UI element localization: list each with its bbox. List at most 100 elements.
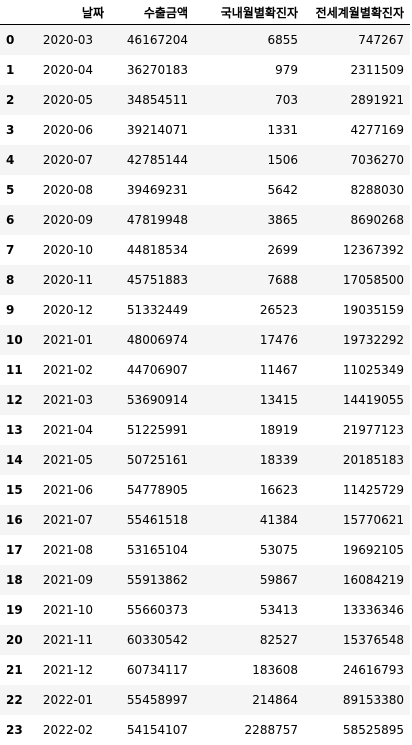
row-index: 22 <box>0 685 26 715</box>
row-index: 8 <box>0 265 26 295</box>
row-index: 2 <box>0 85 26 115</box>
global-cases-column-header: 전세계월별확진자 <box>304 0 410 25</box>
row-index: 3 <box>0 115 26 145</box>
domestic-cases-cell: 703 <box>194 85 304 115</box>
row-index: 23 <box>0 715 26 745</box>
domestic-cases-cell: 16623 <box>194 475 304 505</box>
header-row: 날짜 수출금액 국내월별확진자 전세계월별확진자 <box>0 0 410 25</box>
table-header: 날짜 수출금액 국내월별확진자 전세계월별확진자 <box>0 0 410 25</box>
row-index: 5 <box>0 175 26 205</box>
export-amount-column-header: 수출금액 <box>110 0 194 25</box>
global-cases-cell: 2891921 <box>304 85 410 115</box>
domestic-cases-cell: 2288757 <box>194 715 304 745</box>
export-amount-cell: 55660373 <box>110 595 194 625</box>
date-cell: 2020-06 <box>26 115 110 145</box>
global-cases-cell: 12367392 <box>304 235 410 265</box>
domestic-cases-cell: 6855 <box>194 25 304 56</box>
global-cases-cell: 11425729 <box>304 475 410 505</box>
export-amount-cell: 53690914 <box>110 385 194 415</box>
date-cell: 2020-07 <box>26 145 110 175</box>
domestic-cases-cell: 1506 <box>194 145 304 175</box>
export-amount-cell: 36270183 <box>110 55 194 85</box>
date-cell: 2022-02 <box>26 715 110 745</box>
export-amount-cell: 55458997 <box>110 685 194 715</box>
row-index: 13 <box>0 415 26 445</box>
row-index: 20 <box>0 625 26 655</box>
date-cell: 2021-06 <box>26 475 110 505</box>
global-cases-cell: 58525895 <box>304 715 410 745</box>
domestic-cases-column-header: 국내월별확진자 <box>194 0 304 25</box>
date-cell: 2020-11 <box>26 265 110 295</box>
export-amount-cell: 60734117 <box>110 655 194 685</box>
index-header <box>0 0 26 25</box>
global-cases-cell: 21977123 <box>304 415 410 445</box>
date-cell: 2021-07 <box>26 505 110 535</box>
date-cell: 2021-09 <box>26 565 110 595</box>
domestic-cases-cell: 214864 <box>194 685 304 715</box>
global-cases-cell: 11025349 <box>304 355 410 385</box>
global-cases-cell: 14419055 <box>304 385 410 415</box>
row-index: 4 <box>0 145 26 175</box>
global-cases-cell: 2311509 <box>304 55 410 85</box>
export-amount-cell: 47819948 <box>110 205 194 235</box>
domestic-cases-cell: 183608 <box>194 655 304 685</box>
date-column-header: 날짜 <box>26 0 110 25</box>
export-amount-cell: 39469231 <box>110 175 194 205</box>
global-cases-cell: 747267 <box>304 25 410 56</box>
domestic-cases-cell: 41384 <box>194 505 304 535</box>
date-cell: 2021-11 <box>26 625 110 655</box>
date-cell: 2021-04 <box>26 415 110 445</box>
domestic-cases-cell: 18339 <box>194 445 304 475</box>
domestic-cases-cell: 5642 <box>194 175 304 205</box>
export-amount-cell: 60330542 <box>110 625 194 655</box>
export-amount-cell: 48006974 <box>110 325 194 355</box>
row-index: 11 <box>0 355 26 385</box>
domestic-cases-cell: 82527 <box>194 625 304 655</box>
global-cases-cell: 89153380 <box>304 685 410 715</box>
date-cell: 2020-12 <box>26 295 110 325</box>
date-cell: 2021-10 <box>26 595 110 625</box>
global-cases-cell: 4277169 <box>304 115 410 145</box>
global-cases-cell: 7036270 <box>304 145 410 175</box>
row-index: 12 <box>0 385 26 415</box>
global-cases-cell: 17058500 <box>304 265 410 295</box>
row-index: 9 <box>0 295 26 325</box>
date-cell: 2020-10 <box>26 235 110 265</box>
domestic-cases-cell: 979 <box>194 55 304 85</box>
row-index: 7 <box>0 235 26 265</box>
domestic-cases-cell: 18919 <box>194 415 304 445</box>
export-amount-cell: 46167204 <box>110 25 194 56</box>
export-amount-cell: 42785144 <box>110 145 194 175</box>
global-cases-cell: 8690268 <box>304 205 410 235</box>
date-cell: 2020-05 <box>26 85 110 115</box>
global-cases-cell: 24616793 <box>304 655 410 685</box>
export-amount-cell: 45751883 <box>110 265 194 295</box>
export-amount-cell: 51332449 <box>110 295 194 325</box>
export-amount-cell: 55913862 <box>110 565 194 595</box>
domestic-cases-cell: 1331 <box>194 115 304 145</box>
global-cases-cell: 19692105 <box>304 535 410 565</box>
date-cell: 2020-04 <box>26 55 110 85</box>
row-index: 14 <box>0 445 26 475</box>
domestic-cases-cell: 26523 <box>194 295 304 325</box>
row-index: 15 <box>0 475 26 505</box>
date-cell: 2021-05 <box>26 445 110 475</box>
